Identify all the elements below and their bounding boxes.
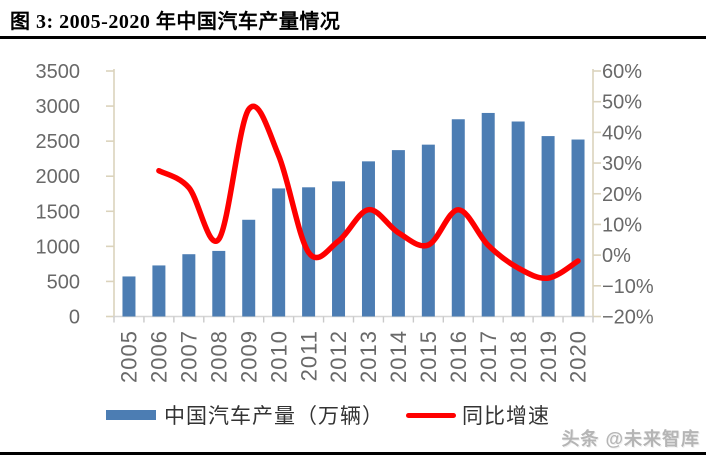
bar-2006 (152, 265, 166, 317)
legend-label-production: 中国汽车产量（万辆） (164, 404, 384, 428)
bar-2017 (481, 112, 495, 317)
left-axis-label: 3500 (36, 61, 81, 83)
left-axis-label: 0 (69, 307, 80, 329)
right-axis-label: 50% (602, 92, 642, 114)
category-label: 2006 (147, 330, 172, 383)
right-axis-label: −20% (602, 307, 654, 329)
figure-title-text: 图 3: 2005-2020 年中国汽车产量情况 (10, 11, 341, 33)
bar-2013 (361, 161, 375, 317)
right-axis-label: 20% (602, 184, 642, 206)
left-axis-label: 2500 (36, 131, 81, 153)
bar-2005 (122, 276, 136, 317)
left-axis-label: 3000 (36, 96, 81, 118)
right-axis-label: 40% (602, 122, 642, 144)
right-axis-label: 0% (602, 245, 631, 267)
category-label: 2017 (476, 330, 501, 383)
chart-legend: 中国汽车产量（万辆） 同比增速 (106, 400, 550, 430)
left-axis-label: 500 (47, 271, 80, 293)
bar-2015 (421, 144, 435, 317)
bar-2016 (451, 119, 465, 317)
bar-2007 (182, 254, 196, 317)
legend-bar-swatch (106, 410, 156, 420)
category-label: 2016 (446, 330, 471, 383)
category-label: 2018 (506, 330, 531, 383)
category-label: 2015 (416, 330, 441, 383)
bar-2012 (332, 181, 346, 317)
bottom-rule (0, 452, 706, 455)
legend-item-production: 中国汽车产量（万辆） (106, 400, 384, 430)
category-label: 2009 (236, 330, 261, 383)
bar-2018 (511, 121, 525, 317)
right-axis-label: 60% (602, 61, 642, 83)
category-label: 2012 (326, 330, 351, 383)
category-label: 2020 (566, 330, 591, 383)
bar-2009 (242, 219, 256, 317)
category-label: 2019 (536, 330, 561, 383)
left-axis-label: 2000 (36, 166, 81, 188)
chart-canvas: 0 500 1000 1500 2000 2500 3000 3500 −20% −10% 0% 10… (36, 61, 654, 383)
category-label: 2010 (266, 330, 291, 383)
bar-2020 (571, 139, 585, 317)
right-axis-label: 30% (602, 153, 642, 175)
category-label: 2008 (206, 330, 231, 383)
bar-2008 (212, 250, 226, 317)
growth-line (156, 103, 581, 281)
category-label: 2014 (386, 330, 411, 383)
legend-item-growth: 同比增速 (406, 400, 550, 430)
category-label: 2011 (296, 330, 321, 381)
legend-label-growth: 同比增速 (462, 404, 550, 428)
right-axis-label: −10% (602, 276, 654, 298)
category-label: 2013 (356, 330, 381, 383)
watermark: 头条 @未来智库 (561, 429, 700, 449)
left-axis-label: 1500 (36, 201, 81, 223)
bar-2010 (272, 188, 286, 317)
left-axis-label: 1000 (36, 236, 81, 258)
bar-2019 (541, 136, 555, 317)
figure-title: 图 3: 2005-2020 年中国汽车产量情况 (10, 5, 698, 34)
title-underline (0, 36, 706, 39)
right-axis-label: 10% (602, 214, 642, 236)
category-label: 2005 (117, 330, 142, 383)
legend-line-swatch (406, 412, 456, 418)
category-label: 2007 (177, 330, 202, 383)
